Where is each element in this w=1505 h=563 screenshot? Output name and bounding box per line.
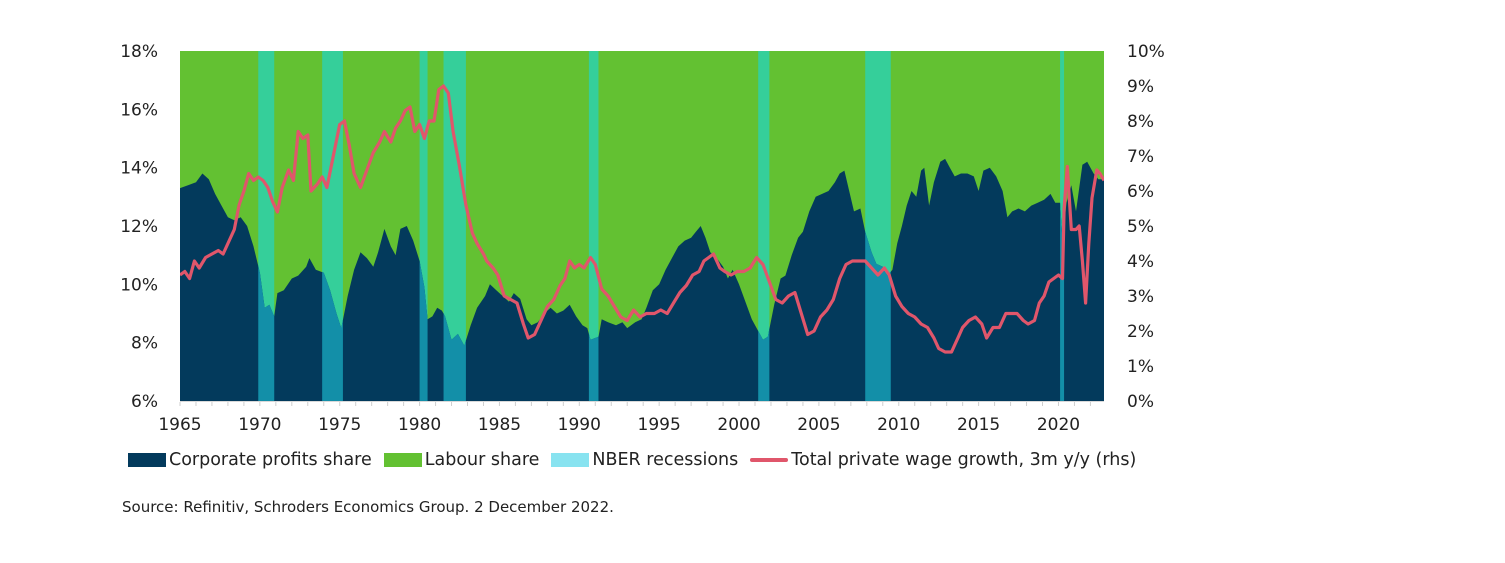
x-axis: 1965 1970 1975 1980 1985 1990 1995 2000 2005 2010… xyxy=(158,401,1104,435)
legend-item-corporate: Corporate profits share xyxy=(128,450,372,470)
y2-tick-label: 5% xyxy=(1127,217,1154,237)
x-tick-label: 1980 xyxy=(398,415,441,435)
x-tick-label: 2000 xyxy=(717,415,760,435)
legend-item-labour: Labour share xyxy=(383,450,540,470)
y2-tick-label: 4% xyxy=(1127,252,1154,272)
legend-swatch-labour xyxy=(383,453,422,467)
legend-item-recessions: NBER recessions xyxy=(551,450,738,470)
x-tick-label: 1975 xyxy=(318,415,361,435)
legend-swatch-corporate xyxy=(128,453,166,467)
legend-label-labour: Labour share xyxy=(424,450,540,470)
legend-swatch-recessions xyxy=(551,453,590,467)
x-tick-label: 1995 xyxy=(638,415,681,435)
y2-tick-label: 1% xyxy=(1127,357,1154,377)
y-tick-label: 14% xyxy=(120,159,158,179)
legend-label-corporate: Corporate profits share xyxy=(169,450,372,470)
recession-band-5 xyxy=(758,51,770,401)
y-axis-left: 6% 8% 10% 12% 14% 16% 18% xyxy=(120,42,158,412)
y-tick-label: 12% xyxy=(120,217,158,237)
recession-band-4 xyxy=(588,51,599,401)
y2-tick-label: 0% xyxy=(1127,392,1154,412)
x-tick-label: 2010 xyxy=(877,415,920,435)
legend-label-recessions: NBER recessions xyxy=(592,450,739,470)
legend: Corporate profits share Labour share NBE… xyxy=(128,450,1148,470)
y2-tick-label: 2% xyxy=(1127,322,1154,342)
y2-tick-label: 10% xyxy=(1127,42,1165,62)
recession-band-3 xyxy=(443,51,466,401)
wage-growth-line xyxy=(180,84,1104,354)
y2-tick-label: 7% xyxy=(1127,147,1154,167)
plot-area xyxy=(180,51,1104,401)
source-note: Source: Refinitiv, Schroders Economics G… xyxy=(122,498,614,516)
y2-tick-label: 8% xyxy=(1127,112,1154,132)
recession-band-7 xyxy=(1060,51,1065,401)
x-tick-label: 2020 xyxy=(1037,415,1080,435)
legend-item-wage: Total private wage growth, 3m y/y (rhs) xyxy=(750,450,1136,470)
x-tick-label: 2005 xyxy=(797,415,840,435)
y2-tick-label: 9% xyxy=(1127,77,1154,97)
y-tick-label: 16% xyxy=(120,100,158,120)
y2-tick-label: 6% xyxy=(1127,182,1154,202)
legend-swatch-wage xyxy=(750,458,789,462)
x-tick-label: 2015 xyxy=(957,415,1000,435)
x-tick-label: 1970 xyxy=(238,415,281,435)
y-axis-right: 0% 1% 2% 3% 4% 5% 6% 7% 8% 9% 10% xyxy=(1127,42,1165,412)
recession-band-2 xyxy=(419,51,428,401)
y2-tick-label: 3% xyxy=(1127,287,1154,307)
x-tick-label: 1990 xyxy=(558,415,601,435)
y-tick-label: 8% xyxy=(131,334,158,354)
y-tick-label: 6% xyxy=(131,392,158,412)
x-tick-label: 1965 xyxy=(158,415,201,435)
legend-label-wage: Total private wage growth, 3m y/y (rhs) xyxy=(791,450,1137,470)
x-tick-label: 1985 xyxy=(478,415,521,435)
y-tick-label: 18% xyxy=(120,42,158,62)
y-tick-label: 10% xyxy=(120,275,158,295)
